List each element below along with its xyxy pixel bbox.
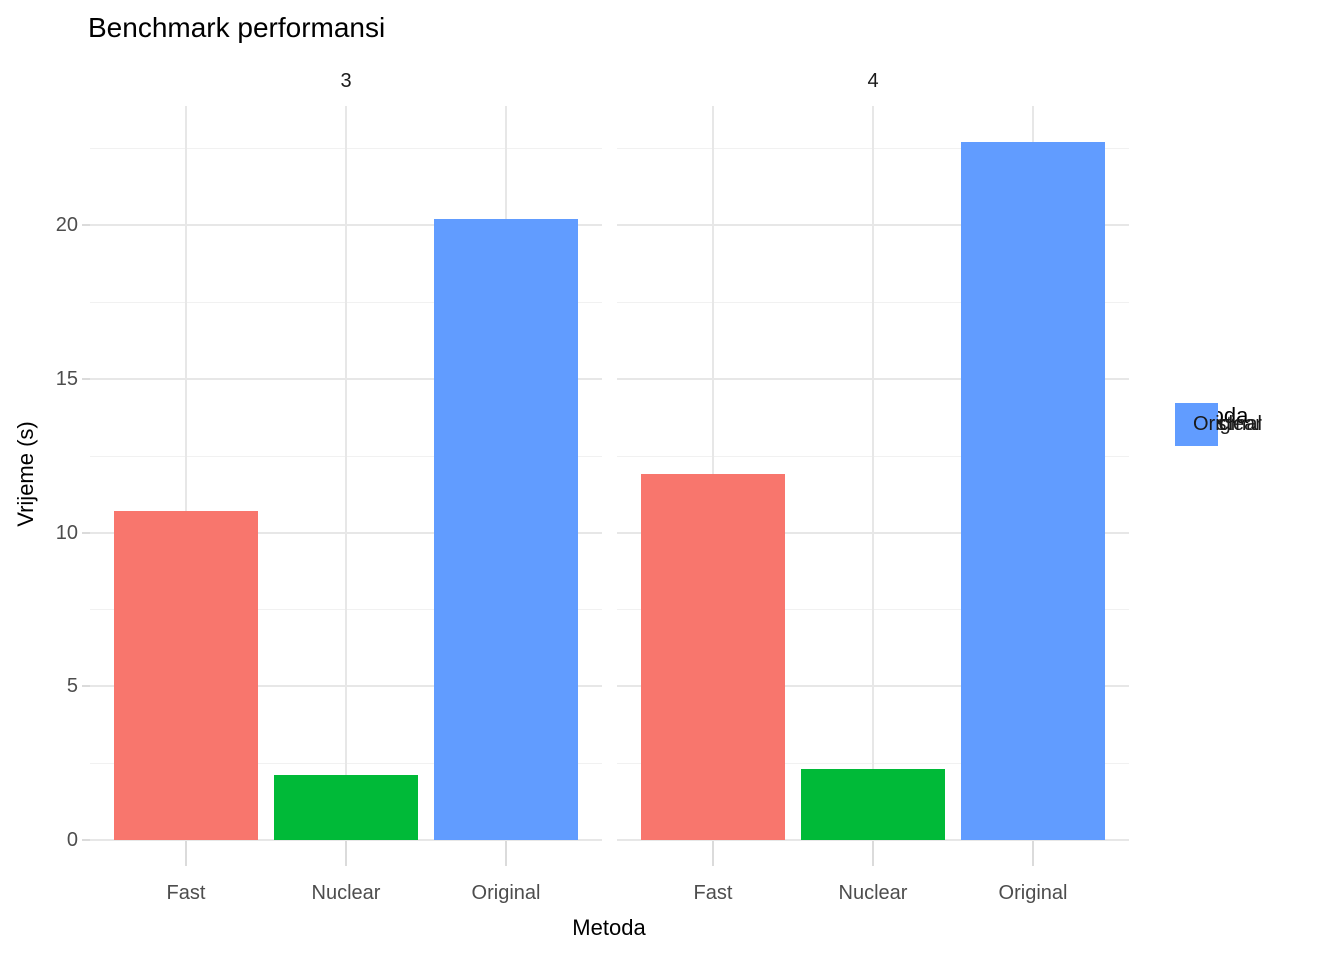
y-tick-label: 20 <box>55 214 78 236</box>
bar-fast <box>641 474 785 840</box>
x-tick-label: Nuclear <box>311 882 381 904</box>
v-gridline <box>712 106 714 840</box>
y-tick-label: 10 <box>55 521 78 544</box>
bar-original <box>961 142 1105 840</box>
x-tick-label: Nuclear <box>838 882 908 904</box>
v-gridline <box>345 106 347 840</box>
y-tick <box>82 531 90 534</box>
x-tick-label: Fast <box>693 882 733 904</box>
x-tick-label: Original <box>998 882 1068 904</box>
h-gridline-major <box>90 839 602 841</box>
x-tick <box>185 841 187 866</box>
y-tick <box>82 224 90 226</box>
facet-strip-label: 3 <box>340 70 352 92</box>
bar-original <box>434 219 578 840</box>
y-tick <box>82 685 90 688</box>
v-gridline <box>872 106 874 840</box>
legend-swatch-original <box>1175 403 1218 446</box>
y-axis-title: Vrijeme (s) <box>13 421 38 527</box>
legend-label: Original <box>1193 413 1262 435</box>
y-tick <box>82 377 90 380</box>
bar-fast <box>114 511 258 840</box>
x-tick-label: Fast <box>166 882 206 904</box>
y-tick-label: 0 <box>66 829 78 851</box>
y-tick-label: 5 <box>66 675 78 698</box>
x-tick <box>872 841 874 866</box>
y-tick <box>82 839 90 841</box>
x-tick <box>1032 841 1034 866</box>
chart-title: Benchmark performansi <box>88 12 386 43</box>
h-gridline-major <box>617 839 1129 841</box>
bar-nuclear <box>801 769 945 840</box>
x-tick <box>345 841 347 866</box>
x-tick-label: Original <box>471 882 541 904</box>
x-axis-title: Metoda <box>572 915 646 940</box>
bar-nuclear <box>274 775 418 840</box>
facet-strip-label: 4 <box>867 70 879 92</box>
y-tick-label: 15 <box>55 367 78 390</box>
x-tick <box>712 841 714 866</box>
v-gridline <box>185 106 187 840</box>
x-tick <box>505 841 507 866</box>
